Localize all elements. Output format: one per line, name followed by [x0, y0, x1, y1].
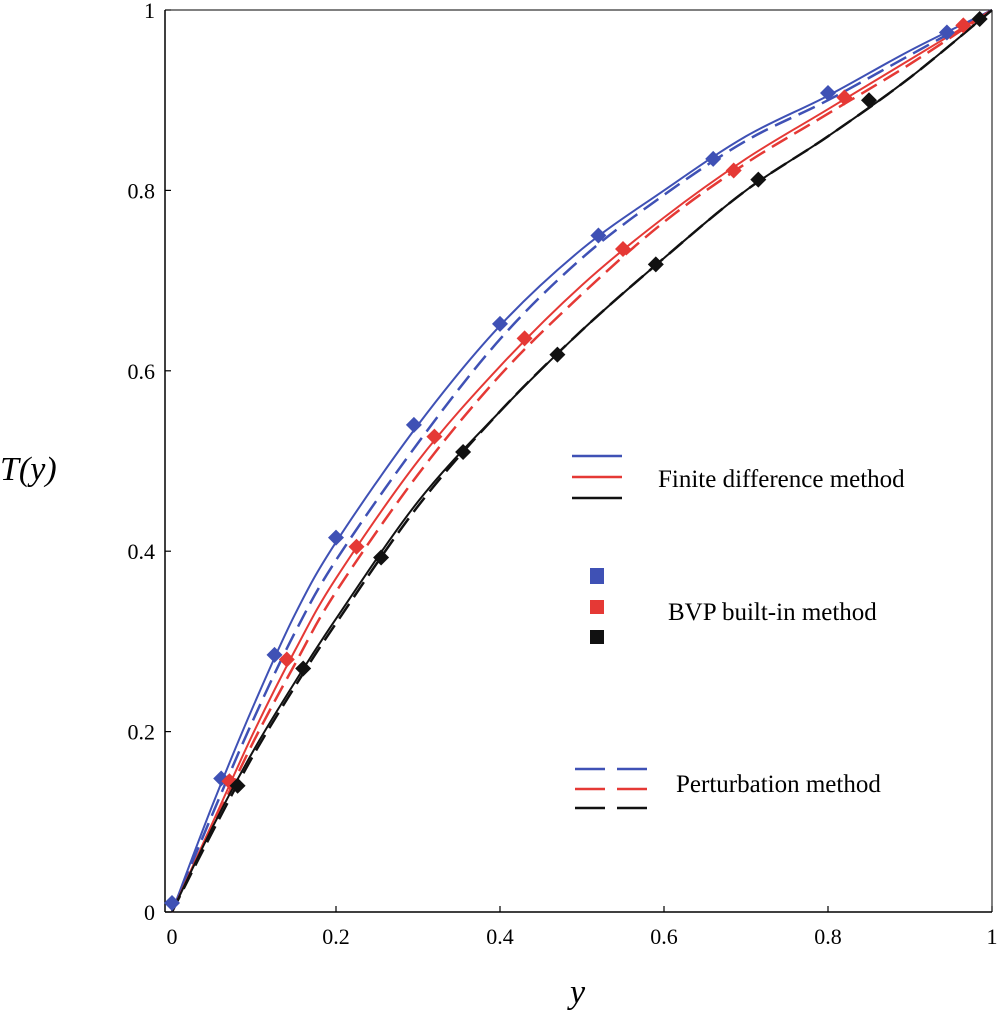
bvp-point-red	[836, 89, 853, 106]
bvp-point-blue	[492, 315, 508, 332]
bvp-point-black	[295, 660, 312, 677]
bvp-point-red	[615, 241, 631, 258]
bvp-point-red	[725, 162, 742, 179]
perturbation-line-black	[170, 9, 993, 913]
legend-bvp-label: BVP built-in method	[668, 599, 877, 626]
bvp-point-black	[647, 256, 664, 273]
bvp-point-blue	[266, 646, 283, 663]
bvp-point-blue	[705, 150, 722, 167]
bvp-point-blue	[328, 529, 344, 546]
legend-perturbation-label: Perturbation method	[676, 771, 881, 798]
bvp-point-black	[229, 777, 246, 794]
bvp-point-red	[955, 17, 972, 34]
x-tick-label: 0.2	[322, 924, 350, 949]
bvp-point-black	[373, 549, 390, 566]
legend-bvp-black-marker	[590, 630, 604, 644]
bvp-point-black	[971, 11, 988, 28]
bvp-point-red	[426, 428, 443, 445]
bvp-point-blue	[938, 24, 955, 41]
legend: Finite difference method BVP built-in me…	[572, 454, 905, 810]
x-tick-label: 0.4	[486, 924, 514, 949]
x-tick-label: 0.8	[814, 924, 842, 949]
legend-bvp-red-marker	[590, 600, 604, 614]
y-tick-label: 0.4	[128, 539, 156, 564]
bvp-point-black	[861, 92, 877, 109]
bvp-point-red	[348, 538, 365, 555]
bvp-point-black	[455, 443, 472, 460]
legend-finite-difference-label: Finite difference method	[658, 466, 905, 493]
x-axis-label: y	[567, 974, 586, 1011]
bvp-point-black	[549, 346, 566, 363]
perturbation-line-blue	[170, 8, 993, 913]
markers	[164, 11, 988, 911]
axes	[164, 9, 993, 913]
y-tick-label: 0.2	[128, 720, 156, 745]
legend-bvp-blue-marker	[590, 568, 604, 584]
y-tick-label: 0.6	[128, 359, 156, 384]
bvp-point-blue	[820, 84, 836, 101]
bvp-point-black	[750, 171, 767, 188]
finite-difference-line-red	[171, 9, 993, 913]
ticks: 0 0.2 0.4 0.6 0.8 1 0 0.2 0.4 0.6 0.8 1	[128, 0, 998, 949]
y-tick-label: 0.8	[128, 178, 156, 203]
perturbation-line-red	[170, 8, 993, 913]
bvp-point-blue	[590, 227, 607, 244]
bvp-point-blue	[164, 894, 180, 911]
y-axis-label: T(y)	[0, 451, 57, 488]
x-tick-label: 1	[987, 924, 998, 949]
y-tick-label: 1	[144, 0, 155, 23]
bvp-point-red	[278, 651, 295, 668]
x-tick-label: 0	[167, 924, 178, 949]
bvp-point-blue	[405, 416, 422, 433]
bvp-point-red	[516, 330, 533, 347]
x-tick-label: 0.6	[650, 924, 678, 949]
y-tick-label: 0	[144, 900, 155, 925]
